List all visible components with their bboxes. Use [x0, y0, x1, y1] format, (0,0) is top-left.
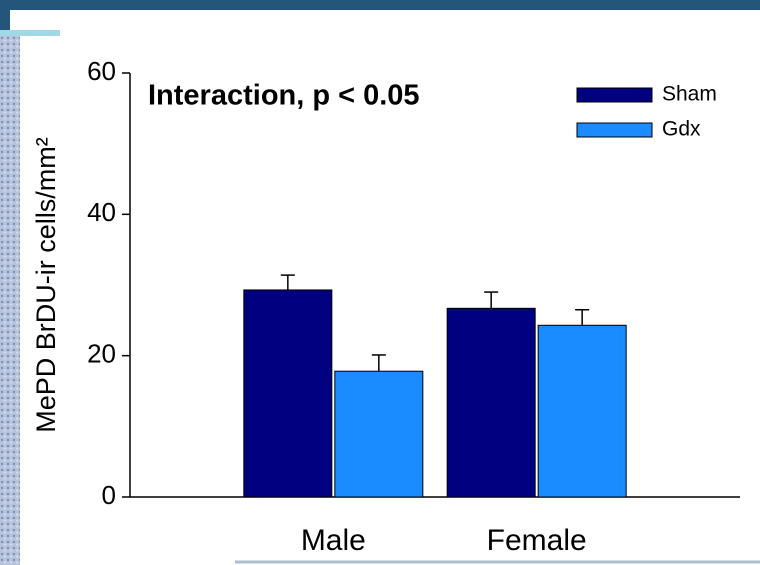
x-tick-label: Female: [487, 524, 587, 557]
legend-label: Sham: [662, 83, 717, 106]
y-tick-label: 60: [87, 56, 116, 86]
bar: [243, 289, 333, 498]
x-tick-label: Male: [301, 524, 366, 557]
annotation: Interaction, p < 0.05: [148, 80, 420, 112]
bar: [334, 370, 424, 498]
legend-label: Gdx: [662, 118, 701, 141]
legend-swatch: [576, 87, 653, 103]
left-texture: [0, 36, 20, 565]
y-tick-label: 20: [87, 339, 116, 369]
y-tick-label: 40: [87, 197, 116, 227]
legend-swatch: [576, 122, 653, 138]
bar: [537, 324, 627, 498]
top-band: [0, 0, 760, 10]
top-accent: [0, 30, 60, 36]
y-axis-label: MePD BrDU-ir cells/mm²: [31, 137, 61, 432]
bar: [446, 307, 536, 498]
y-tick-label: 0: [102, 480, 116, 510]
